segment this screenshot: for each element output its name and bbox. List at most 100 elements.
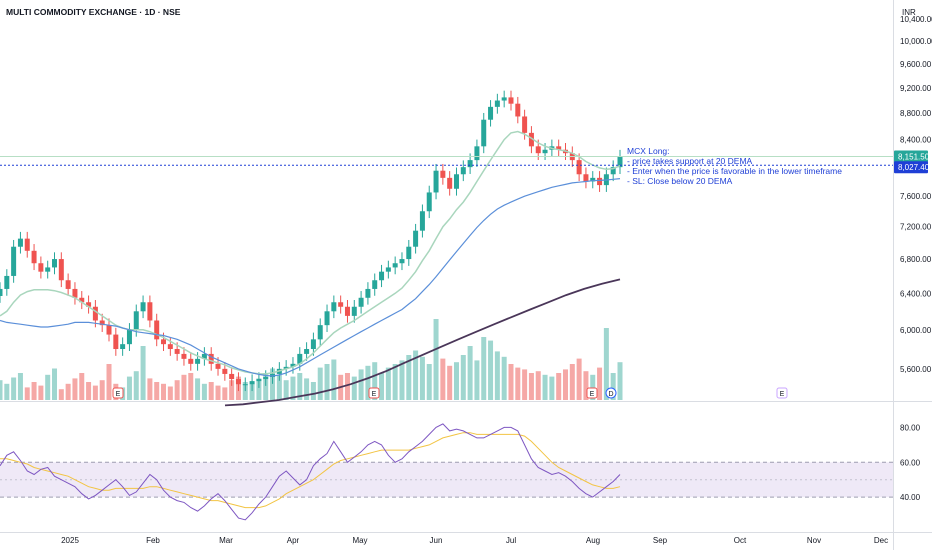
volume-bar bbox=[249, 383, 255, 400]
price-pane[interactable] bbox=[0, 0, 893, 401]
candle-body bbox=[542, 149, 548, 154]
candle-body bbox=[426, 192, 432, 212]
candle-body bbox=[413, 230, 419, 247]
candle-body bbox=[310, 339, 316, 350]
rsi-axis-label: 40.00 bbox=[900, 493, 921, 502]
candle-body bbox=[106, 325, 112, 335]
price-axis-label: 7,200.00 bbox=[900, 223, 932, 232]
candle-body bbox=[331, 302, 337, 312]
candle-body bbox=[488, 106, 494, 120]
candle-body bbox=[406, 246, 412, 260]
volume-bar bbox=[331, 359, 337, 400]
candle-body bbox=[317, 325, 323, 340]
candle-body bbox=[79, 297, 85, 303]
volume-bar bbox=[17, 373, 23, 400]
ma200-line bbox=[224, 278, 621, 407]
time-axis-label: Dec bbox=[874, 536, 888, 545]
candle-body bbox=[481, 119, 487, 147]
volume-bar bbox=[79, 373, 85, 400]
time-axis-label: Apr bbox=[287, 536, 300, 545]
candle-body bbox=[297, 353, 303, 364]
rsi-axis-label: 60.00 bbox=[900, 458, 921, 467]
time-axis[interactable]: 2025 Feb Mar Apr May Jun Jul Aug Sep Oct Nov Dec bbox=[61, 536, 888, 545]
time-axis-label: Feb bbox=[146, 536, 160, 545]
candle-body bbox=[556, 146, 562, 150]
candle-body bbox=[263, 376, 269, 380]
candle-body bbox=[242, 384, 248, 386]
volume-bar bbox=[58, 389, 64, 400]
candle-body bbox=[440, 170, 446, 178]
candle-body bbox=[140, 302, 146, 312]
volume-bar bbox=[11, 377, 17, 400]
candle-body bbox=[72, 288, 78, 298]
time-axis-label: Sep bbox=[653, 536, 668, 545]
volume-bar bbox=[590, 374, 596, 400]
time-axis-label: 2025 bbox=[61, 536, 79, 545]
candle-body bbox=[215, 363, 221, 369]
candle-body bbox=[447, 177, 453, 189]
price-axis[interactable]: 10,400.00 10,000.00 9,600.00 9,200.00 8,800.… bbox=[900, 15, 932, 374]
volume-bar bbox=[501, 356, 507, 400]
candle-body bbox=[58, 259, 64, 281]
volume-bar bbox=[344, 373, 350, 400]
volume-bar bbox=[283, 380, 289, 400]
annotation-line-3: - Enter when the price is favorable in t… bbox=[627, 166, 842, 176]
time-axis-label: Mar bbox=[219, 536, 233, 545]
candle-body bbox=[372, 280, 378, 289]
candle-body bbox=[467, 160, 473, 168]
candle-body bbox=[92, 306, 98, 321]
annotation-line-1: MCX Long: bbox=[627, 146, 670, 156]
candle-body bbox=[113, 334, 119, 350]
ema20-line bbox=[0, 130, 621, 375]
candle-body bbox=[290, 363, 296, 367]
volume-bar bbox=[297, 373, 303, 400]
candle-body bbox=[474, 146, 480, 161]
candle-body bbox=[174, 349, 180, 354]
candle-body bbox=[52, 259, 58, 268]
rsi-line bbox=[0, 423, 621, 521]
volume-bar bbox=[140, 346, 146, 400]
volume-bar bbox=[576, 358, 582, 400]
annotation-note[interactable]: MCX Long: - price takes support at 20 DE… bbox=[627, 146, 842, 186]
volume-bar bbox=[167, 386, 173, 400]
volume-bar bbox=[603, 328, 609, 400]
candle-body bbox=[392, 263, 398, 268]
price-axis-label: 9,200.00 bbox=[900, 84, 932, 93]
time-axis-label: Aug bbox=[586, 536, 600, 545]
volume-bar bbox=[290, 376, 296, 400]
price-axis-label: 8,400.00 bbox=[900, 136, 932, 145]
price-axis-label: 6,800.00 bbox=[900, 255, 932, 264]
candle-body bbox=[344, 306, 350, 316]
volume-bar bbox=[433, 319, 439, 400]
volume-bar bbox=[542, 374, 548, 400]
rsi-axis[interactable]: 80.00 60.00 40.00 bbox=[900, 423, 921, 502]
price-axis-label: 5,600.00 bbox=[900, 365, 932, 374]
last-price-tag bbox=[894, 150, 928, 163]
candle-body bbox=[126, 329, 132, 345]
time-axis-label: Jul bbox=[506, 536, 516, 545]
candle-body bbox=[154, 320, 160, 340]
rsi-axis-label: 80.00 bbox=[900, 423, 921, 432]
candle-body bbox=[583, 174, 589, 182]
volume-bar bbox=[372, 362, 378, 400]
volume-bar bbox=[583, 371, 589, 400]
volume-bar bbox=[528, 373, 534, 400]
candle-body bbox=[433, 170, 439, 193]
volume-bar bbox=[556, 373, 562, 400]
volume-bar bbox=[147, 378, 153, 400]
volume-bar bbox=[263, 373, 269, 400]
event-marker bbox=[368, 387, 380, 399]
candle-body bbox=[133, 311, 139, 330]
candle-body bbox=[324, 311, 330, 326]
volume-bar bbox=[365, 365, 371, 400]
candle-body bbox=[460, 167, 466, 175]
volume-bar bbox=[419, 356, 425, 400]
volume-bar bbox=[86, 382, 92, 400]
volume-bar bbox=[310, 382, 316, 400]
volume-bar bbox=[195, 378, 201, 400]
volume-bar bbox=[358, 369, 364, 400]
event-marker-label: E bbox=[372, 391, 377, 398]
event-marker-label: E bbox=[590, 391, 595, 398]
candle-body bbox=[351, 306, 357, 316]
